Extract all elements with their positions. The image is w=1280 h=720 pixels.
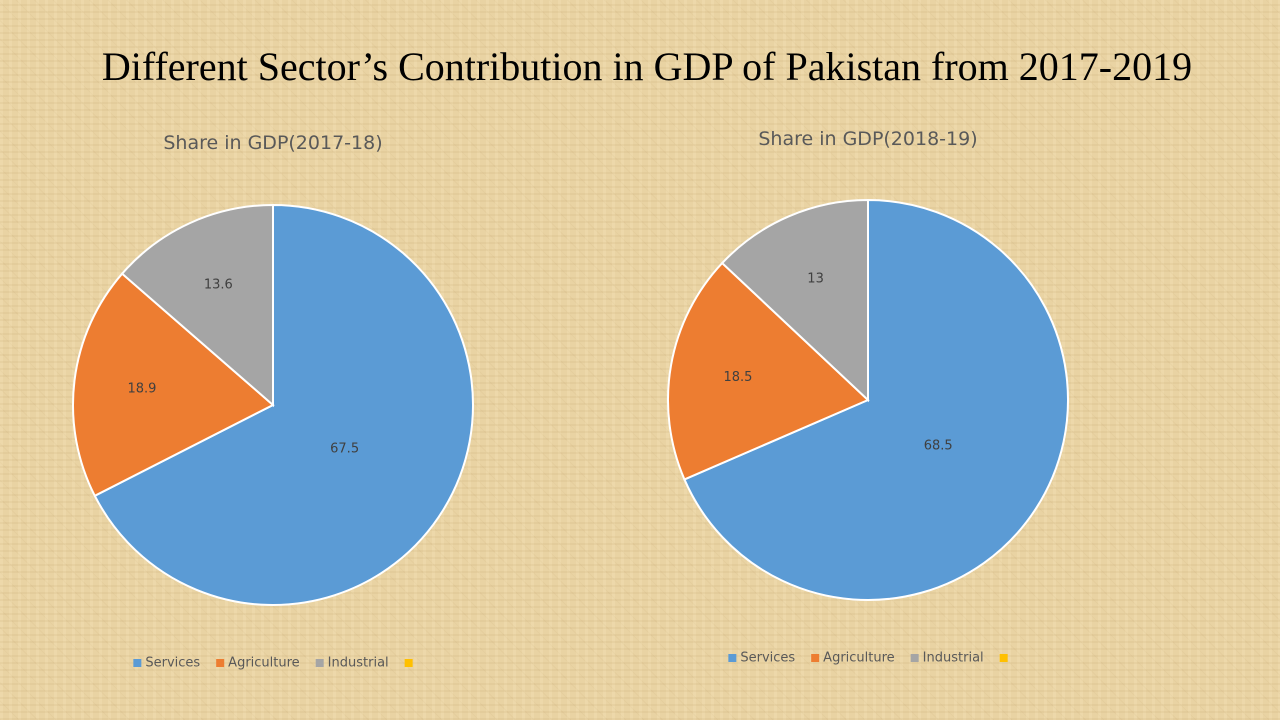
pie-slice	[667, 261, 870, 481]
legend-label: Agriculture	[228, 656, 300, 671]
pie-slice	[120, 203, 274, 408]
legend-label: Industrial	[923, 651, 984, 666]
legend-swatch	[999, 654, 1008, 662]
legend-label: Services	[740, 651, 795, 666]
slide-title: Different Sector’s Contribution in GDP o…	[102, 44, 1192, 89]
legend-swatch	[728, 654, 737, 662]
data-label: 13.6	[204, 277, 233, 292]
data-label: 13	[807, 271, 824, 286]
data-label: 18.5	[723, 370, 752, 385]
pie-slice	[683, 198, 1069, 601]
data-label: 67.5	[330, 441, 359, 456]
legend-label: Services	[145, 656, 200, 671]
pie-slice	[93, 203, 474, 606]
legend-swatch	[133, 659, 142, 667]
chart-title: Share in GDP(2018-19)	[758, 128, 977, 150]
legend-label: Industrial	[328, 656, 389, 671]
legend-swatch	[404, 659, 413, 667]
data-label: 68.5	[924, 439, 953, 454]
legend-swatch	[315, 659, 324, 667]
legend-swatch	[811, 654, 820, 662]
pie-slice	[72, 272, 275, 498]
chart-title: Share in GDP(2017-18)	[163, 132, 382, 154]
pie-slice	[720, 198, 869, 403]
legend-label: Agriculture	[823, 651, 895, 666]
legend-swatch	[910, 654, 919, 662]
data-label: 18.9	[128, 381, 157, 396]
legend-swatch	[216, 659, 225, 667]
